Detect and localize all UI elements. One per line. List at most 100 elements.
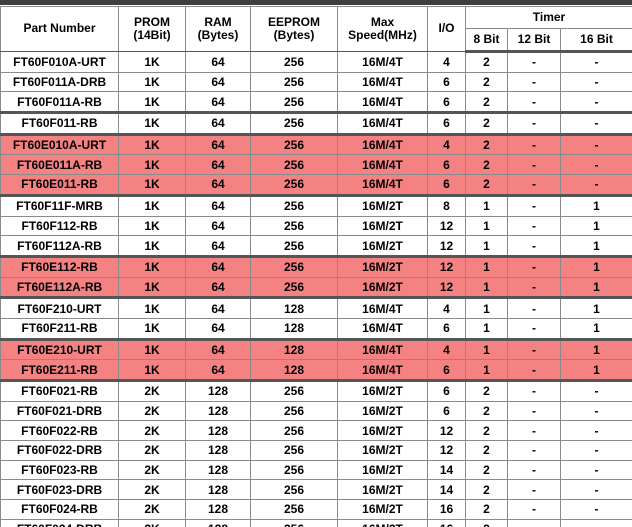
cell-timer-16bit: 1 xyxy=(560,317,632,340)
cell-prom: 1K xyxy=(118,276,186,299)
table-row: FT60F210-URT 1K 64 128 16M/4T 4 1-1 xyxy=(0,296,632,319)
cell-timer-16bit: - xyxy=(560,91,632,114)
table-body: FT60F010A-URT 1K 64 256 16M/4T 4 2- - FT60F011A-… xyxy=(0,51,632,527)
cell-part-number: FT60E010A-URT xyxy=(0,132,119,156)
cell-max-speed: 16M/4T xyxy=(337,71,428,93)
cell-eeprom: 256 xyxy=(250,154,338,176)
cell-ram: 128 xyxy=(185,518,251,527)
cell-timer-16bit: - xyxy=(560,518,632,527)
cell-ram: 128 xyxy=(185,379,251,402)
cell-part-number: FT60F011-RB xyxy=(0,111,119,135)
cell-timer-12bit: - xyxy=(507,317,561,340)
cell-timer-8bit: 2 xyxy=(465,111,508,135)
col-header-ram: RAM (Bytes) xyxy=(185,6,251,52)
cell-timer-8bit: 2 xyxy=(465,91,508,114)
cell-part-number: FT60F021-DRB xyxy=(0,400,119,422)
cell-prom: 1K xyxy=(118,91,186,114)
table-header: Part Number PROM (14Bit) RAM (Bytes) EEP… xyxy=(0,6,632,53)
col-header-part-number: Part Number xyxy=(0,6,119,52)
table-row: FT60F022-RB 2K 128 256 16M/2T 12 2- - xyxy=(0,420,632,442)
cell-prom: 1K xyxy=(118,154,186,176)
cell-max-speed: 16M/2T xyxy=(337,215,428,237)
cell-prom: 1K xyxy=(118,215,186,237)
cell-part-number: FT60E112A-RB xyxy=(0,276,119,299)
cell-timer-8bit: 2 xyxy=(465,440,508,461)
cell-timer-16bit: 1 xyxy=(560,296,632,319)
cell-prom: 1K xyxy=(118,317,186,340)
cell-timer-8bit: 1 xyxy=(465,337,508,361)
cell-prom: 2K xyxy=(118,499,186,520)
cell-eeprom: 256 xyxy=(250,51,338,73)
cell-io: 16 xyxy=(427,499,466,520)
cell-timer-16bit: - xyxy=(560,420,632,442)
table-row: FT60E210-URT 1K 64 128 16M/4T 4 1-1 xyxy=(0,337,632,361)
cell-eeprom: 256 xyxy=(250,235,338,257)
header-row-1: Part Number PROM (14Bit) RAM (Bytes) EEP… xyxy=(0,6,632,52)
cell-timer-16bit: 1 xyxy=(560,359,632,381)
cell-timer-12bit: - xyxy=(507,254,561,278)
cell-timer-8bit: 1 xyxy=(465,235,508,257)
table-row: FT60F023-DRB 2K 128 256 16M/2T 14 2- - xyxy=(0,479,632,501)
cell-part-number: FT60F024-RB xyxy=(0,499,119,520)
cell-io: 12 xyxy=(427,215,466,237)
cell-ram: 128 xyxy=(185,440,251,461)
cell-part-number: FT60F023-RB xyxy=(0,459,119,481)
cell-timer-12bit: - xyxy=(507,71,561,93)
cell-timer-8bit: 1 xyxy=(465,296,508,319)
cell-timer-12bit: - xyxy=(507,111,561,135)
col-header-timer-12bit: 12 Bit xyxy=(507,28,561,53)
cell-eeprom: 128 xyxy=(250,296,338,319)
cell-max-speed: 16M/2T xyxy=(337,254,428,278)
cell-part-number: FT60F011A-DRB xyxy=(0,71,119,93)
mcu-part-selection-table: Part Number PROM (14Bit) RAM (Bytes) EEP… xyxy=(0,6,632,527)
cell-timer-12bit: - xyxy=(507,276,561,299)
cell-io: 4 xyxy=(427,51,466,73)
cell-timer-8bit: 2 xyxy=(465,51,508,73)
cell-prom: 2K xyxy=(118,459,186,481)
cell-timer-8bit: 2 xyxy=(465,459,508,481)
cell-timer-12bit: - xyxy=(507,193,561,217)
cell-prom: 1K xyxy=(118,193,186,217)
cell-prom: 2K xyxy=(118,400,186,422)
cell-timer-12bit: - xyxy=(507,359,561,381)
cell-io: 12 xyxy=(427,235,466,257)
cell-eeprom: 256 xyxy=(250,400,338,422)
cell-timer-12bit: - xyxy=(507,235,561,257)
cell-max-speed: 16M/4T xyxy=(337,337,428,361)
cell-ram: 64 xyxy=(185,51,251,73)
cell-timer-16bit: - xyxy=(560,440,632,461)
cell-timer-12bit: - xyxy=(507,337,561,361)
cell-ram: 128 xyxy=(185,499,251,520)
cell-max-speed: 16M/4T xyxy=(337,296,428,319)
header-row-2: 8 Bit 12 Bit 16 Bit xyxy=(1,28,632,53)
table-row: FT60E010A-URT 1K 64 256 16M/4T 4 2- - xyxy=(0,132,632,156)
cell-max-speed: 16M/2T xyxy=(337,459,428,481)
cell-timer-8bit: 2 xyxy=(465,518,508,527)
cell-ram: 64 xyxy=(185,296,251,319)
col-header-max-speed: Max Speed(MHz) xyxy=(337,6,428,52)
cell-timer-8bit: 2 xyxy=(465,420,508,442)
cell-eeprom: 256 xyxy=(250,91,338,114)
cell-eeprom: 256 xyxy=(250,254,338,278)
cell-timer-12bit: - xyxy=(507,440,561,461)
cell-eeprom: 256 xyxy=(250,499,338,520)
cell-timer-16bit: - xyxy=(560,132,632,156)
cell-max-speed: 16M/2T xyxy=(337,420,428,442)
cell-max-speed: 16M/2T xyxy=(337,235,428,257)
cell-timer-16bit: - xyxy=(560,499,632,520)
table-row: FT60F023-RB 2K 128 256 16M/2T 14 2- - xyxy=(0,459,632,481)
cell-prom: 1K xyxy=(118,359,186,381)
col-header-ram-line2: (Bytes) xyxy=(197,28,239,42)
cell-part-number: FT60F010A-URT xyxy=(0,51,119,73)
cell-part-number: FT60F112A-RB xyxy=(0,235,119,257)
cell-io: 14 xyxy=(427,459,466,481)
cell-max-speed: 16M/2T xyxy=(337,518,428,527)
cell-timer-12bit: - xyxy=(507,174,561,196)
cell-timer-16bit: 1 xyxy=(560,254,632,278)
cell-timer-12bit: - xyxy=(507,420,561,442)
cell-ram: 64 xyxy=(185,71,251,93)
col-header-timer-8bit: 8 Bit xyxy=(465,28,508,53)
cell-max-speed: 16M/4T xyxy=(337,359,428,381)
table-row: FT60F010A-URT 1K 64 256 16M/4T 4 2- - xyxy=(0,51,632,73)
cell-part-number: FT60F021-RB xyxy=(0,379,119,402)
